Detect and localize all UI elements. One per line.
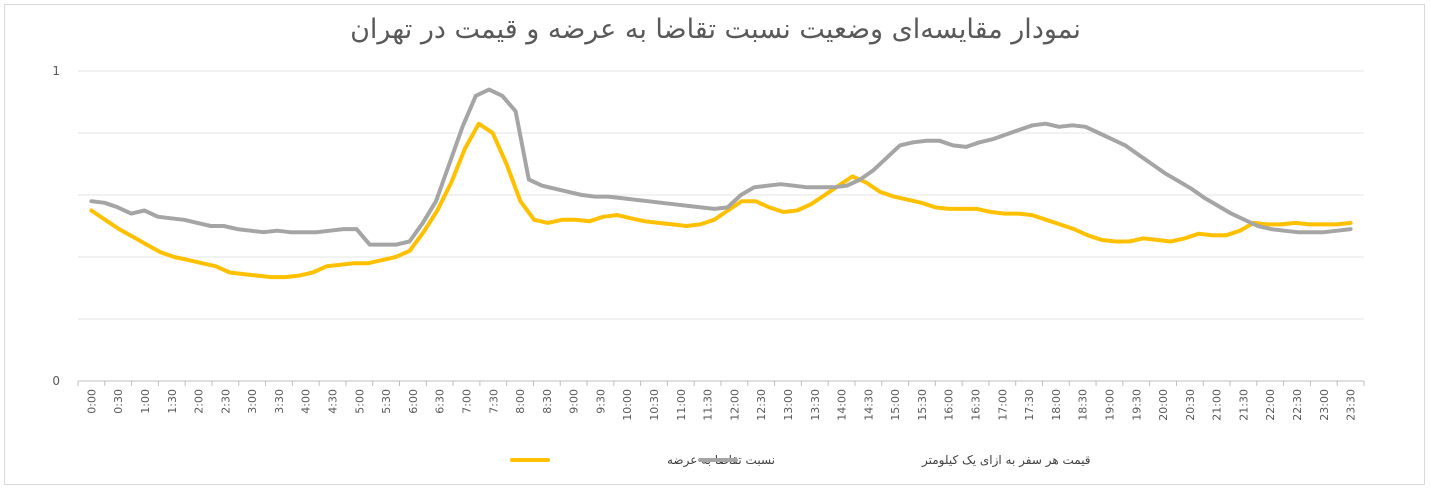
y-axis-ticks: 01	[52, 64, 60, 388]
series-line-1	[89, 121, 1353, 280]
x-tick-label: 3:00	[246, 389, 259, 414]
x-tick-label: 13:00	[782, 389, 795, 421]
chart-title: نمودار مقایسه‌ای وضعیت نسبت تقاضا به عرض…	[350, 14, 1081, 45]
x-tick-label: 17:00	[996, 389, 1009, 421]
x-tick-label: 5:30	[380, 389, 393, 414]
x-tick-label: 20:00	[1157, 389, 1170, 421]
x-tick-label: 11:30	[702, 389, 715, 421]
x-tick-label: 9:00	[568, 389, 581, 414]
x-tick-label: 1:30	[166, 389, 179, 414]
x-tick-label: 10:30	[648, 389, 661, 421]
y-tick-label: 1	[52, 64, 60, 78]
x-tick-label: 1:00	[139, 389, 152, 414]
x-axis-ticks: 0:00 0:30 1:00 1:30 2:00 2:30 3:00 3:30 4:00 4:30…	[77, 381, 1365, 421]
x-tick-label: 22:30	[1291, 389, 1304, 421]
x-tick-label: 7:30	[487, 389, 500, 414]
x-tick-label: 0:30	[112, 389, 125, 414]
x-tick-label: 2:30	[219, 389, 232, 414]
x-tick-label: 22:00	[1264, 389, 1277, 421]
x-tick-label: 21:00	[1211, 389, 1224, 421]
x-tick-label: 21:30	[1237, 389, 1250, 421]
x-tick-label: 16:00	[943, 389, 956, 421]
x-tick-label: 23:30	[1345, 389, 1358, 421]
x-tick-label: 10:00	[621, 389, 634, 421]
series-line-2	[89, 87, 1353, 247]
x-tick-label: 23:00	[1318, 389, 1331, 421]
x-tick-label: 6:30	[434, 389, 447, 414]
series-lines	[89, 87, 1353, 280]
x-tick-label: 14:00	[836, 389, 849, 421]
x-tick-label: 17:30	[1023, 389, 1036, 421]
legend-label-2: قیمت هر سفر به ازای یک کیلومتر	[921, 453, 1091, 468]
chart-frame	[4, 4, 1425, 485]
gridlines	[78, 70, 1364, 320]
x-tick-label: 19:30	[1130, 389, 1143, 421]
x-tick-label: 12:00	[728, 389, 741, 421]
x-tick-label: 4:30	[327, 389, 340, 414]
x-tick-label: 3:30	[273, 389, 286, 414]
x-tick-label: 13:30	[809, 389, 822, 421]
x-tick-label: 11:00	[675, 389, 688, 421]
x-tick-label: 14:30	[862, 389, 875, 421]
x-tick-label: 19:00	[1103, 389, 1116, 421]
x-tick-label: 18:00	[1050, 389, 1063, 421]
x-tick-label: 7:00	[460, 389, 473, 414]
x-tick-label: 12:30	[755, 389, 768, 421]
x-tick-label: 4:00	[300, 389, 313, 414]
x-tick-label: 8:30	[541, 389, 554, 414]
x-tick-label: 9:30	[594, 389, 607, 414]
x-tick-label: 5:00	[353, 389, 366, 414]
x-tick-label: 2:00	[193, 389, 206, 414]
x-tick-label: 6:00	[407, 389, 420, 414]
x-tick-label: 15:30	[916, 389, 929, 421]
x-tick-label: 18:30	[1077, 389, 1090, 421]
y-tick-label: 0	[52, 374, 60, 388]
x-tick-label: 20:30	[1184, 389, 1197, 421]
x-tick-label: 8:00	[514, 389, 527, 414]
x-tick-label: 16:30	[970, 389, 983, 421]
x-tick-label: 15:00	[889, 389, 902, 421]
x-tick-label: 0:00	[85, 389, 98, 414]
